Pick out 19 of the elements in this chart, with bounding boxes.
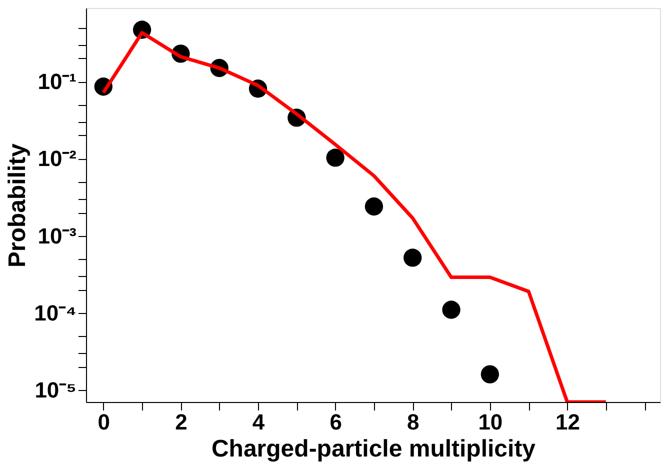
x-tick-label: 2 <box>175 410 188 434</box>
point <box>326 148 344 167</box>
x-tick-label: 10 <box>478 410 503 434</box>
x-tick-label: 8 <box>406 410 420 434</box>
y-tick-label: 10⁻² <box>38 146 76 172</box>
y-tick-label: 10⁻⁵ <box>34 378 76 403</box>
x-axis-title: Charged-particle multiplicity <box>211 436 536 462</box>
y-axis-title: Probability <box>4 142 32 268</box>
x-tick-label: 6 <box>330 410 342 434</box>
x-tick-label: 4 <box>252 410 266 434</box>
y-tick-label: 10⁻¹ <box>38 69 76 94</box>
y-tick-label: 10⁻⁴ <box>34 300 76 326</box>
point <box>442 300 460 319</box>
point <box>480 365 500 384</box>
point <box>404 248 422 267</box>
x-tick-label: 12 <box>555 410 580 434</box>
x-tick-label: 0 <box>98 410 110 434</box>
y-tick-label: 10⁻³ <box>38 223 76 248</box>
point <box>364 197 384 216</box>
